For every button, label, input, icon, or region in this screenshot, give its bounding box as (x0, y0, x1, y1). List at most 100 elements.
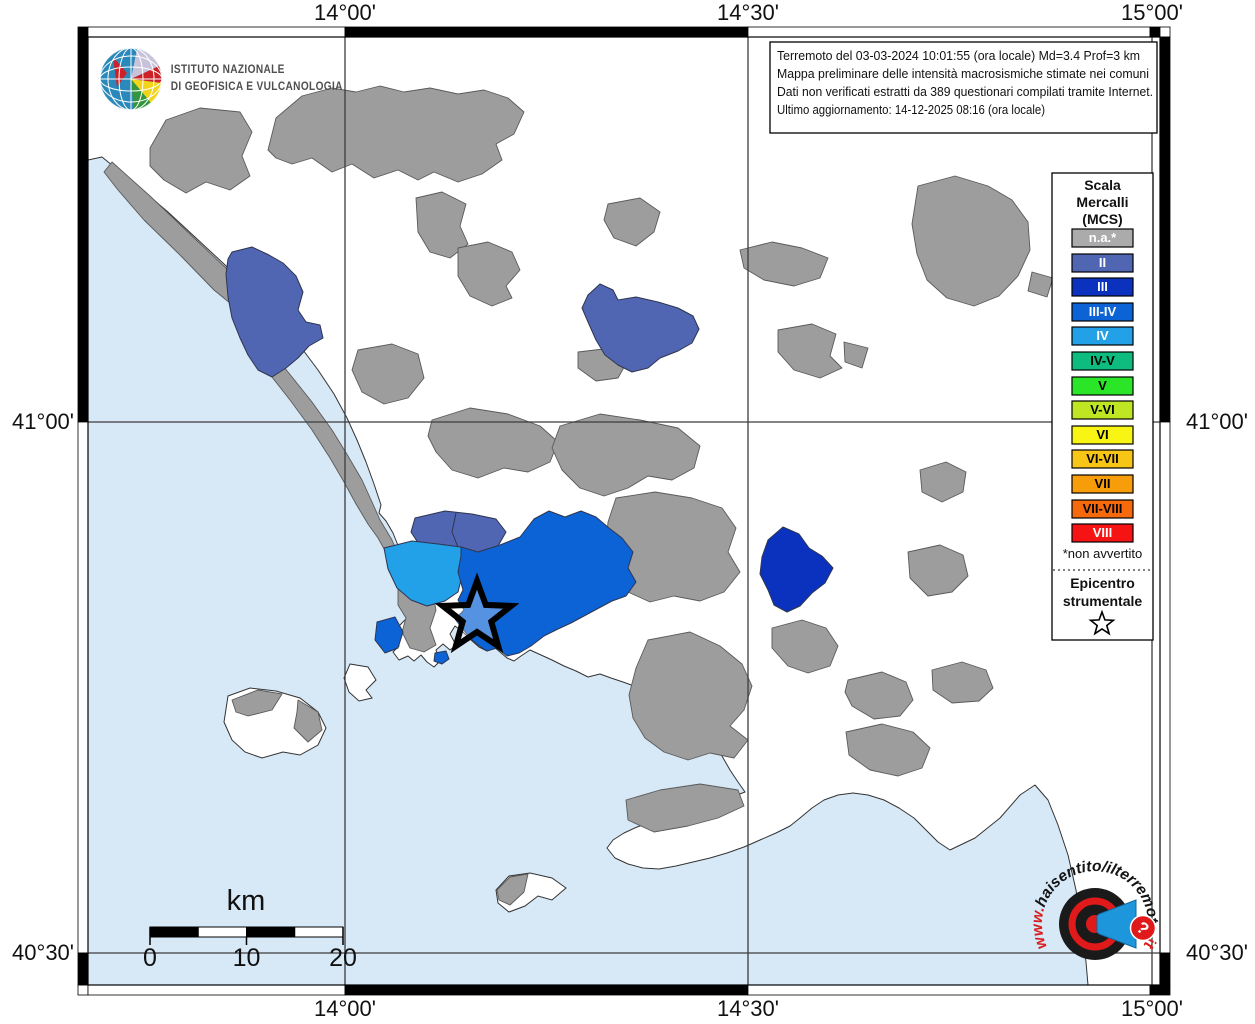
legend-swatch-v (1071, 376, 1134, 396)
scale-tick-label: 10 (233, 944, 261, 972)
na-region (931, 661, 994, 704)
legend-swatch-label: VI (1096, 427, 1108, 442)
meridian-label-top: 14°30' (717, 0, 779, 25)
meridian-label-bottom: 15°00' (1121, 996, 1183, 1021)
intensity-region-II (225, 246, 324, 378)
legend-swatch-ii (1071, 253, 1134, 273)
na-region (907, 544, 969, 597)
scale-bar: km 0 10 20 (143, 885, 357, 972)
ingv-name-line2: DI GEOFISICA E VULCANOLOGIA (171, 80, 343, 93)
scale-segment (197, 926, 247, 938)
map-frame (77, 26, 1171, 996)
parallel-label-right: 40°30' (1186, 940, 1248, 965)
na-region (496, 873, 529, 906)
legend-title: Scala (1084, 177, 1121, 193)
na-region (628, 631, 753, 761)
meridian-label-bottom: 14°30' (717, 996, 779, 1021)
info-line-2: Mappa preliminare delle intensità macros… (777, 66, 1149, 81)
legend-swatch-label: III (1097, 279, 1108, 294)
na-region (911, 175, 1031, 307)
legend-swatch-vii (1071, 474, 1134, 494)
legend-swatch-label: VII (1095, 476, 1111, 491)
intensity-region-III-IV (374, 616, 404, 654)
legend-swatch-vii-viii (1071, 499, 1134, 519)
scale-tick-label: 20 (329, 944, 357, 972)
na-region (415, 191, 469, 259)
epicenter-star-marker (434, 572, 520, 654)
event-info-box: Terremoto del 03-03-2024 10:01:55 (ora l… (769, 41, 1158, 134)
megaphone-icon (1096, 899, 1137, 949)
na-municipalities (103, 85, 1054, 906)
ingv-globe-grid (100, 48, 162, 110)
legend-swatch-label: V (1098, 378, 1107, 393)
legend-swatch-label: V-VI (1090, 402, 1115, 417)
na-region (351, 343, 425, 405)
legend-title: (MCS) (1082, 211, 1122, 227)
island-procida (343, 663, 377, 702)
na-region (293, 699, 323, 743)
intensity-region-III-IV (433, 650, 450, 665)
legend-swatch-vi (1071, 425, 1134, 445)
legend-swatch-label: II (1099, 255, 1106, 270)
na-region (844, 671, 914, 720)
legend-title: Mercalli (1076, 194, 1128, 210)
na-region (149, 107, 253, 194)
na-region (843, 341, 869, 369)
legend-swatch-label: III-IV (1089, 304, 1117, 319)
ingv-logo: ISTITUTO NAZIONALE DI GEOFISICA E VULCAN… (100, 48, 343, 110)
legend-swatch-v-vi (1071, 400, 1134, 420)
na-region (103, 161, 247, 309)
intensity-region-II (581, 283, 700, 373)
na-region (1027, 271, 1054, 298)
legend-swatch-label: IV (1096, 328, 1109, 343)
legend-epicenter-title: strumentale (1063, 593, 1143, 609)
legend-swatch-iv (1071, 326, 1134, 346)
na-region (231, 689, 283, 717)
na-region (771, 619, 839, 674)
question-badge (1129, 914, 1157, 942)
parallel-label-right: 41°00' (1186, 409, 1248, 434)
legend-swatch-viii (1071, 523, 1134, 543)
legend-footnote: *non avvertito (1063, 546, 1143, 561)
intensity-municipalities (225, 246, 834, 665)
legend-swatch-label: VIII (1093, 525, 1113, 540)
scale-segment (149, 926, 199, 938)
legend-swatch-vi-vii (1071, 449, 1134, 469)
na-region (427, 407, 559, 479)
ingv-name-line1: ISTITUTO NAZIONALE (171, 63, 285, 76)
scale-segment (246, 926, 296, 938)
na-region (457, 241, 521, 307)
legend-swatch-label: VI-VII (1086, 451, 1119, 466)
ingv-globe-sector (131, 79, 162, 103)
na-region (267, 85, 525, 183)
na-region (739, 241, 829, 287)
legend-swatch-label: IV-V (1090, 353, 1115, 368)
coordinate-labels: 14°00' 14°30' 15°00' 14°00' 14°30' 15°00… (12, 0, 1248, 1021)
na-region (603, 197, 661, 247)
info-line-1: Terremoto del 03-03-2024 10:01:55 (ora l… (777, 48, 1140, 63)
parallel-label-left: 40°30' (12, 940, 74, 965)
scale-bar-unit: km (227, 885, 266, 917)
intensity-region-IV (383, 540, 464, 607)
na-region (625, 783, 745, 833)
legend-swatch-iii-iv (1071, 302, 1134, 322)
info-line-3: Dati non verificati estratti da 389 ques… (777, 84, 1153, 99)
legend-epicenter-title: Epicentro (1070, 575, 1135, 591)
intensity-region-III (759, 526, 834, 613)
legend-swatch-na (1071, 228, 1134, 248)
scale-tick-label: 0 (143, 944, 157, 972)
legend-swatch-label: VII-VIII (1083, 501, 1123, 516)
legend-swatch-iv-v (1071, 351, 1134, 371)
na-region (845, 723, 931, 777)
na-region (919, 461, 967, 503)
info-line-4: Ultimo aggiornamento: 14-12-2025 08:16 (… (777, 102, 1045, 117)
legend-swatch-label: n.a.* (1089, 230, 1117, 245)
map-body: km 0 10 20 (88, 37, 1160, 985)
legend-swatch-iii (1071, 277, 1134, 297)
meridian-label-top: 15°00' (1121, 0, 1183, 25)
graticule (88, 37, 1160, 985)
na-region (551, 413, 701, 497)
parallel-label-left: 41°00' (12, 409, 74, 434)
